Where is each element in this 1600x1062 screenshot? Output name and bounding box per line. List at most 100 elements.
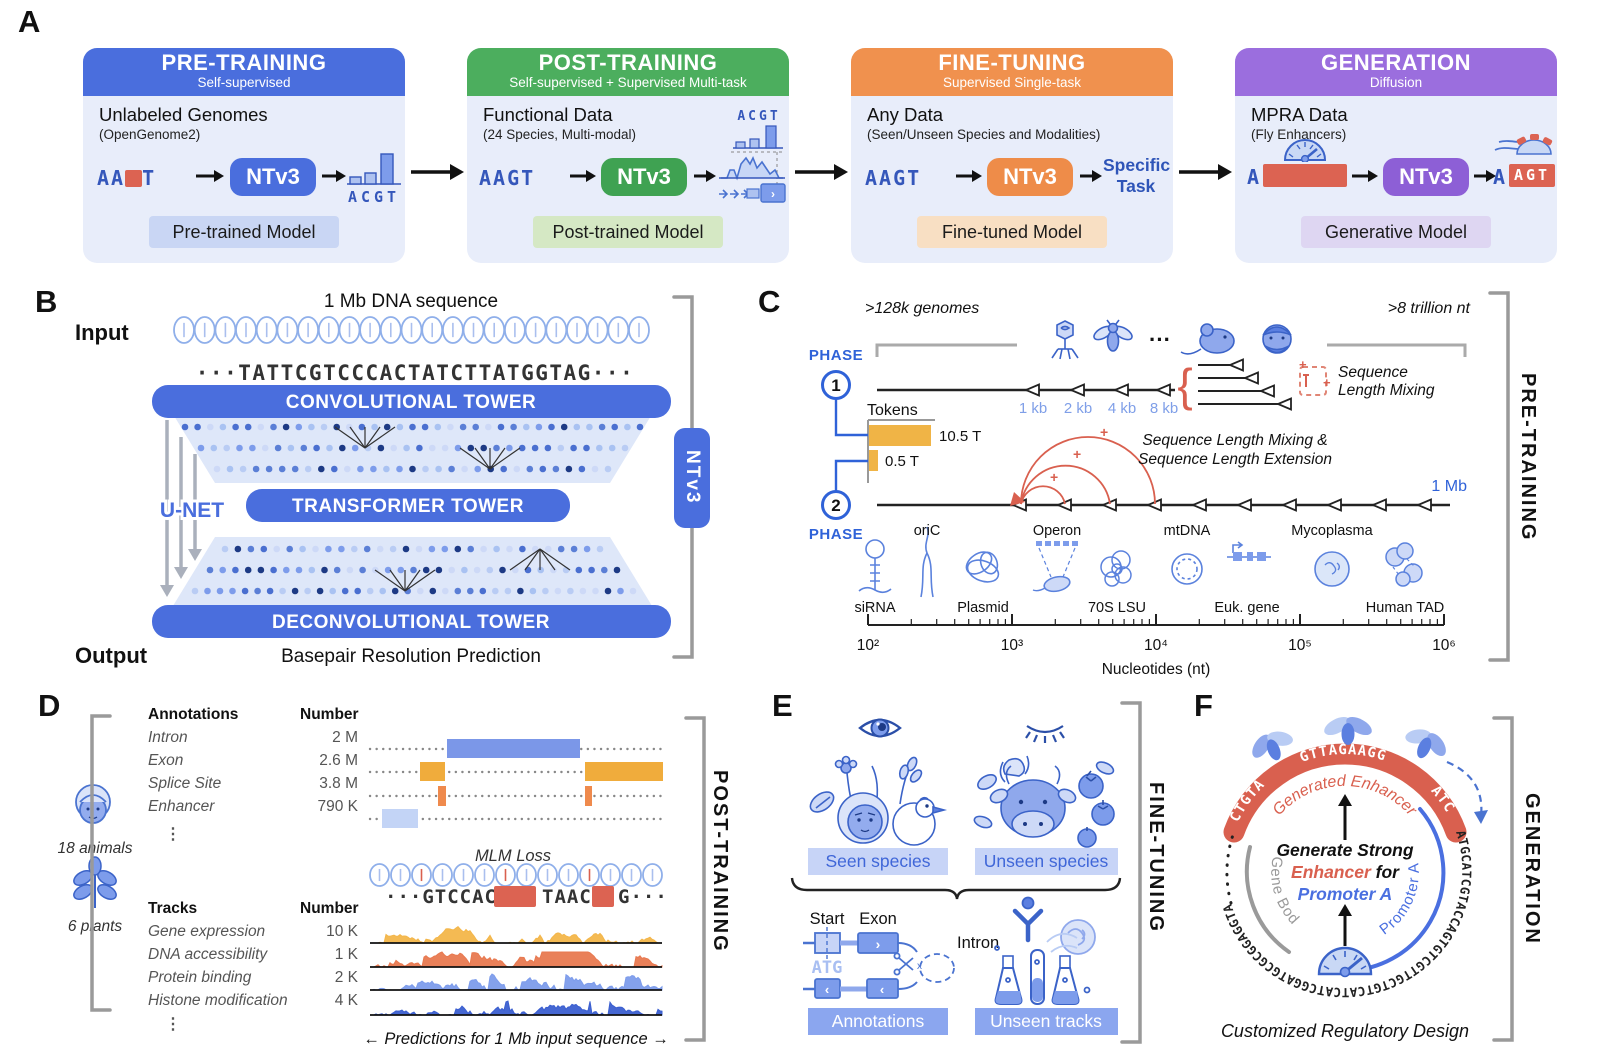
- plasmid-icon: [965, 551, 1000, 583]
- dataset-title: MPRA Data: [1251, 104, 1348, 125]
- fly-icon: [1093, 319, 1133, 352]
- tokens-bar-phase1: [869, 425, 931, 446]
- plus-mark: +: [1100, 424, 1108, 440]
- animals-count: 18 animals: [58, 840, 133, 857]
- panel-f-generation: CTGTA GTTAGAAGG ATC ATGCATCGTACCAGTGTCGT…: [1185, 690, 1488, 1041]
- dataset-title: Any Data: [867, 104, 944, 125]
- scale-item-label: Mycoplasma: [1291, 523, 1373, 539]
- tokens-bar-phase2: [869, 450, 878, 471]
- svg-text:‹: ‹: [880, 982, 884, 997]
- fly-icon: [1405, 729, 1446, 759]
- oric-icon: [920, 526, 934, 598]
- card-title: GENERATION: [1320, 50, 1472, 75]
- card-header: POST-TRAINING Self-supervised + Supervis…: [467, 48, 789, 96]
- enhancer-dna-icon: [1494, 134, 1553, 155]
- unseen-species-label: Unseen species: [984, 851, 1109, 871]
- ribosome-icon: [1100, 550, 1132, 587]
- panel-b-architecture: 1 Mb DNA sequence Input ···TATTCGTCCCACT…: [75, 291, 671, 668]
- input-sequence-text: ···TATTCGTCCCACTATCTTATGGTAG···: [196, 361, 634, 385]
- phase-connectors: [834, 399, 868, 491]
- table-row: DNA accessibility: [148, 946, 268, 963]
- arrow-icon: [322, 170, 346, 182]
- table-row: Intron: [148, 729, 188, 746]
- scale-item-label: mtDNA: [1164, 523, 1211, 539]
- splice-bar: [438, 786, 446, 806]
- phase-label: PHASE: [809, 526, 863, 543]
- scissors-icon: x: [893, 952, 922, 976]
- table-header: Number: [300, 900, 359, 917]
- kb-label: 8 kb: [1150, 400, 1178, 417]
- eye-open-icon: [858, 718, 902, 738]
- table-header: Annotations: [148, 706, 239, 723]
- input-letter: A: [1247, 165, 1260, 189]
- table-row: Enhancer: [148, 798, 215, 815]
- eye-closed-icon: [1025, 725, 1065, 743]
- transformer-label: TRANSFORMER TOWER: [292, 496, 524, 517]
- mb-label: 1 Mb: [1431, 478, 1467, 495]
- species-ellipsis: ···: [1149, 327, 1171, 352]
- masked-region: [1263, 164, 1347, 187]
- transformer-bar: [246, 489, 570, 522]
- gene-body-arc: [1244, 845, 1291, 954]
- card-header: GENERATION Diffusion: [1235, 48, 1557, 96]
- dataset-note: (Fly Enhancers): [1251, 127, 1347, 142]
- conv-trapezoid: [165, 401, 660, 483]
- phase2-number: 2: [831, 496, 840, 515]
- axis-title: Nucleotides (nt): [1102, 661, 1211, 678]
- unseen-species-tag: [975, 848, 1118, 875]
- unseen-species-illustration: [973, 755, 1115, 848]
- conv-fan-lines: [334, 426, 521, 470]
- euk-gene-icon: [1227, 541, 1271, 561]
- curly-brace: [790, 877, 1122, 900]
- unseen-tracks-illustration: [994, 896, 1096, 1005]
- b-title: 1 Mb DNA sequence: [324, 291, 498, 312]
- phase1-circle: [821, 370, 851, 400]
- card-posttraining: POST-TRAINING Self-supervised + Supervis…: [467, 48, 789, 263]
- conv-activations: [181, 423, 644, 473]
- card-subtitle: Self-supervised: [197, 75, 291, 90]
- card-title: FINE-TUNING: [938, 50, 1086, 75]
- panel-d-label: D: [38, 688, 61, 723]
- side-label-posttraining: POST-TRAINING: [709, 770, 731, 953]
- intron-bar: [447, 739, 580, 758]
- panel-c-pretraining-data: >128k genomes >8 trillion nt ···: [809, 300, 1471, 678]
- mask-token: [125, 170, 143, 187]
- svg-text:G···: G···: [618, 886, 668, 908]
- kb-label: 4 kb: [1108, 400, 1136, 417]
- seen-species-label: Seen species: [825, 851, 930, 871]
- speedometer-icon: [1317, 946, 1373, 978]
- mycoplasma-icon: [1314, 551, 1350, 587]
- scale-item-label: 70S LSU: [1088, 600, 1146, 616]
- table-row: Gene expression: [148, 923, 266, 940]
- center-line1: Generate Strong: [1276, 840, 1413, 860]
- side-label-generation: GENERATION: [1521, 793, 1543, 945]
- side-label-finetuning: FINE-TUNING: [1145, 782, 1167, 933]
- center-arrows: [1338, 794, 1352, 946]
- start-label: Start: [810, 910, 845, 928]
- arrow-icon: [1080, 170, 1102, 182]
- mtdna-icon: [1171, 553, 1203, 585]
- card-header: PRE-TRAINING Self-supervised: [83, 48, 405, 96]
- arrow-icon: [1474, 170, 1496, 182]
- unet-label: U-NET: [160, 499, 224, 522]
- intron-loop: [919, 953, 955, 983]
- input-label: Input: [75, 320, 129, 345]
- panel-f-caption: Customized Regulatory Design: [1221, 1021, 1469, 1041]
- card-header: FINE-TUNING Supervised Single-task: [851, 48, 1173, 96]
- annotation-dotlines: [368, 747, 664, 821]
- exon-bar: [420, 762, 445, 781]
- input-sequence: AAGT: [479, 166, 536, 190]
- generation-arrow: [1446, 760, 1483, 817]
- tokens-label: Tokens: [867, 402, 918, 419]
- arrow-icon: [694, 170, 716, 182]
- animal-face-icon: [75, 784, 111, 824]
- card-title: POST-TRAINING: [538, 50, 718, 75]
- axis-tick: 10²: [857, 637, 879, 654]
- panel-f-label: F: [1194, 688, 1213, 723]
- deconv-fan-lines: [374, 548, 571, 592]
- arrow-icon: [196, 170, 224, 182]
- dataset-title: Unlabeled Genomes: [99, 104, 268, 125]
- svg-text:TAAC: TAAC: [542, 886, 592, 908]
- dotted-arc: [1225, 830, 1236, 905]
